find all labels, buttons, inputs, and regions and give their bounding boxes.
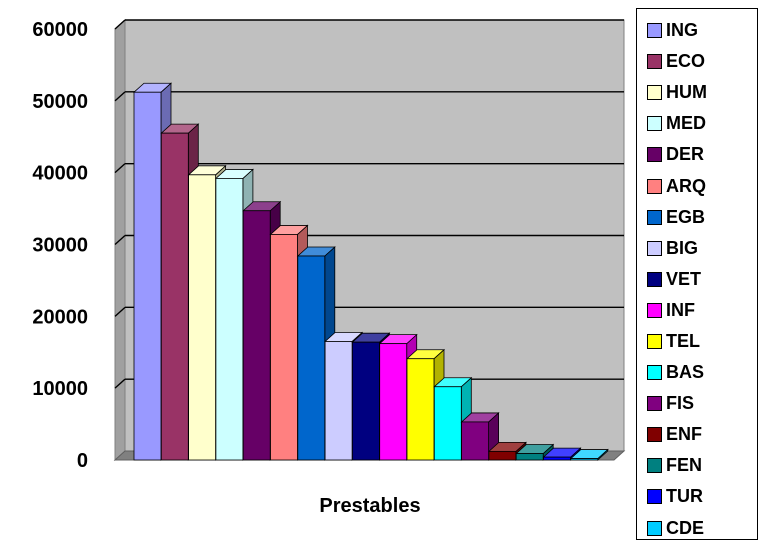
legend-item-eco: ECO: [647, 46, 757, 77]
legend-label: ING: [666, 20, 699, 41]
legend-item-bas: BAS: [647, 357, 757, 388]
bar-fis: [460, 412, 500, 461]
legend-swatch: [647, 271, 662, 287]
y-axis-ticks: 0 10000 20000 30000 40000 50000 60000: [32, 19, 88, 472]
legend-label: FIS: [666, 393, 695, 414]
legend-label: CDE: [666, 517, 705, 538]
legend-item-inf: INF: [647, 295, 757, 326]
legend-swatch: [647, 209, 662, 225]
legend-item-big: BIG: [647, 233, 757, 264]
legend-swatch: [647, 23, 662, 39]
legend-label: VET: [666, 268, 702, 289]
legend-item-cde: CDE: [647, 513, 757, 544]
legend-item-med: MED: [647, 108, 757, 139]
legend-label: BIG: [666, 237, 699, 258]
legend-swatch: [647, 333, 662, 349]
gridline-side: [114, 234, 126, 246]
gridline-side: [114, 306, 126, 317]
bar-cde: [569, 448, 609, 461]
legend-swatch: [647, 240, 662, 256]
legend-swatch: [647, 85, 662, 101]
y-tick-label: 60000: [32, 19, 88, 41]
gridline-side: [114, 91, 126, 102]
y-tick-label: 20000: [32, 306, 88, 328]
legend-item-arq: ARQ: [647, 170, 757, 201]
legend-swatch: [647, 147, 662, 163]
legend-label: DER: [666, 144, 705, 165]
legend-item-egb: EGB: [647, 202, 757, 233]
legend-label: ARQ: [666, 175, 706, 196]
legend-swatch: [647, 54, 662, 70]
legend-item-der: DER: [647, 139, 757, 170]
legend-swatch: [647, 489, 662, 505]
legend-item-vet: VET: [647, 264, 757, 295]
legend-label: INF: [666, 299, 695, 320]
legend-swatch: [647, 427, 662, 443]
legend-swatch: [647, 365, 662, 381]
legend-item-fen: FEN: [647, 450, 757, 481]
legend-label: ECO: [666, 51, 706, 72]
y-tick-label: 10000: [32, 378, 88, 400]
gridline-side: [114, 378, 126, 389]
legend-label: BAS: [666, 362, 705, 383]
gridline-side: [114, 163, 126, 174]
legend-label: EGB: [666, 206, 706, 227]
legend-swatch: [647, 458, 662, 474]
legend: ING ECO HUM MED DER ARQ EGB BIG VET INF TEL BAS FIS E…: [636, 8, 758, 540]
legend-label: ENF: [666, 424, 702, 445]
legend-label: TEL: [666, 330, 700, 351]
y-tick-label: 50000: [32, 91, 88, 113]
legend-item-tel: TEL: [647, 326, 757, 357]
legend-swatch: [647, 178, 662, 194]
legend-label: HUM: [666, 82, 707, 103]
y-tick-label: 0: [77, 450, 88, 472]
legend-label: FEN: [666, 455, 702, 476]
legend-item-enf: ENF: [647, 419, 757, 450]
x-axis-label: Prestables: [319, 495, 420, 517]
legend-label: TUR: [666, 486, 703, 507]
legend-item-tur: TUR: [647, 481, 757, 512]
y-tick-label: 40000: [32, 163, 88, 185]
gridline-side: [114, 19, 126, 30]
legend-label: MED: [666, 113, 706, 134]
legend-swatch: [647, 396, 662, 412]
legend-swatch: [647, 116, 662, 132]
bars: [132, 82, 609, 461]
legend-item-fis: FIS: [647, 388, 757, 419]
legend-swatch: [647, 520, 662, 536]
legend-item-ing: ING: [647, 15, 757, 46]
legend-item-hum: HUM: [647, 77, 757, 108]
bar-chart: 0 10000 20000 30000 40000 50000 60000 Prestabl…: [32, 18, 626, 517]
y-tick-label: 30000: [32, 235, 88, 257]
legend-swatch: [647, 302, 662, 318]
